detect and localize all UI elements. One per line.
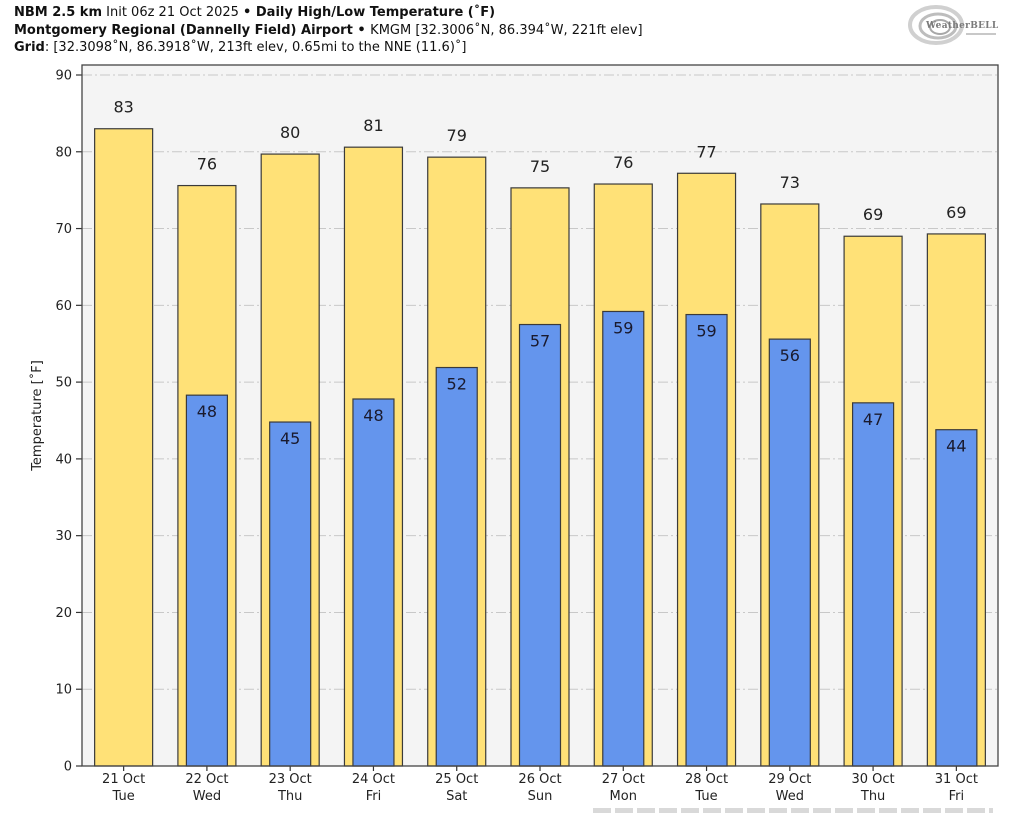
y-axis-label: Temperature [˚F]: [29, 360, 45, 472]
low-value-label: 56: [780, 346, 800, 365]
y-axis: 0 10 20 30 40 50 60 70 80 90: [55, 69, 82, 775]
y-tick-label: 50: [55, 376, 72, 391]
low-bar: [518, 323, 562, 767]
y-tick-label: 20: [55, 606, 72, 621]
low-value-label: 45: [280, 429, 300, 448]
y-tick-label: 10: [55, 683, 72, 698]
x-tick-day: Sat: [446, 789, 467, 804]
y-tick-label: 30: [55, 529, 72, 544]
low-bar: [435, 366, 478, 767]
low-value-label: 48: [363, 406, 383, 425]
y-tick-label: 0: [64, 760, 72, 775]
high-value-label: 81: [363, 116, 383, 135]
low-bar: [685, 313, 728, 767]
low-value-label: 44: [946, 437, 966, 456]
header-line-1: NBM 2.5 km Init 06z 21 Oct 2025 • Daily …: [14, 4, 643, 22]
x-tick-date: 28 Oct: [685, 772, 728, 787]
y-tick-label: 70: [55, 222, 72, 237]
copyright-footer: [593, 808, 993, 813]
x-tick-day: Fri: [366, 789, 382, 804]
chart-header: NBM 2.5 km Init 06z 21 Oct 2025 • Daily …: [14, 4, 643, 57]
logo-text: WeatherBELL: [926, 21, 999, 31]
x-tick-day: Tue: [112, 789, 135, 804]
x-tick-date: 25 Oct: [435, 772, 478, 787]
header-line-2: Montgomery Regional (Dannelly Field) Air…: [14, 22, 643, 40]
x-tick-day: Wed: [776, 789, 804, 804]
x-tick-date: 31 Oct: [935, 772, 978, 787]
low-bar: [602, 310, 645, 767]
logo-subtext: [966, 33, 996, 35]
high-bar: [94, 128, 154, 767]
high-value-label: 76: [197, 155, 217, 174]
station-detail: KMGM [32.3006˚N, 86.394˚W, 221ft elev]: [370, 22, 643, 38]
grid-label: Grid: [14, 40, 45, 55]
y-tick-label: 60: [55, 299, 72, 314]
high-value-label: 69: [946, 203, 966, 222]
y-tick-label: 90: [55, 69, 72, 84]
x-tick-day: Thu: [860, 789, 885, 804]
low-value-label: 48: [197, 402, 217, 421]
low-value-label: 59: [696, 322, 716, 341]
high-value-label: 76: [613, 153, 633, 172]
high-value-label: 73: [780, 173, 800, 192]
high-value-label: 69: [863, 205, 883, 224]
low-value-label: 57: [530, 332, 550, 351]
x-tick-date: 30 Oct: [852, 772, 895, 787]
grid-detail: : [32.3098˚N, 86.3918˚W, 213ft elev, 0.6…: [44, 40, 467, 55]
station-name: Montgomery Regional (Dannelly Field) Air…: [14, 22, 353, 38]
low-bar: [185, 394, 229, 767]
x-tick-date: 27 Oct: [602, 772, 645, 787]
high-value-label: 83: [113, 98, 133, 117]
x-tick-day: Fri: [949, 789, 965, 804]
low-bar: [352, 398, 395, 767]
low-bar: [851, 402, 895, 767]
x-tick-day: Sun: [528, 789, 553, 804]
high-value-label: 77: [696, 142, 716, 161]
low-bar: [935, 429, 978, 767]
plot-frame: [81, 64, 999, 767]
high-value-label: 80: [280, 123, 300, 142]
swirl-logo-icon: [908, 5, 964, 45]
init-time: Init 06z 21 Oct 2025: [102, 5, 244, 20]
x-tick-date: 22 Oct: [185, 772, 228, 787]
x-tick-date: 24 Oct: [352, 772, 395, 787]
high-value-label: 75: [530, 157, 550, 176]
low-value-label: 59: [613, 318, 633, 337]
value-labels: 83 76 48 80 45 81 48 79 52 75 57 76 59 77 59 73 56 69 47 69…: [113, 98, 966, 456]
chart-title: Daily High/Low Temperature (˚F): [251, 5, 496, 20]
header-line-3: Grid: [32.3098˚N, 86.3918˚W, 213ft elev,…: [14, 39, 643, 57]
high-value-label: 79: [447, 126, 467, 145]
low-value-label: 47: [863, 410, 883, 429]
low-bar: [768, 338, 811, 767]
bars: [94, 128, 986, 767]
x-tick-day: Mon: [610, 789, 637, 804]
low-bar: [269, 421, 312, 767]
y-tick-label: 40: [55, 452, 72, 467]
x-tick-date: 26 Oct: [518, 772, 561, 787]
x-tick-day: Thu: [277, 789, 302, 804]
weatherbell-logo: WeatherBELL: [906, 4, 1002, 46]
x-tick-date: 21 Oct: [102, 772, 145, 787]
separator: •: [352, 22, 371, 38]
y-tick-label: 80: [55, 145, 72, 160]
x-tick-date: 29 Oct: [768, 772, 811, 787]
x-axis: 21 Oct Tue 22 Oct Wed 23 Oct Thu 24 Oct Fri 25 O…: [102, 766, 978, 804]
x-tick-date: 23 Oct: [269, 772, 312, 787]
x-tick-day: Tue: [694, 789, 717, 804]
low-value-label: 52: [447, 375, 467, 394]
separator: •: [243, 5, 252, 20]
model-name: NBM 2.5 km: [14, 5, 102, 20]
x-tick-day: Wed: [193, 789, 221, 804]
